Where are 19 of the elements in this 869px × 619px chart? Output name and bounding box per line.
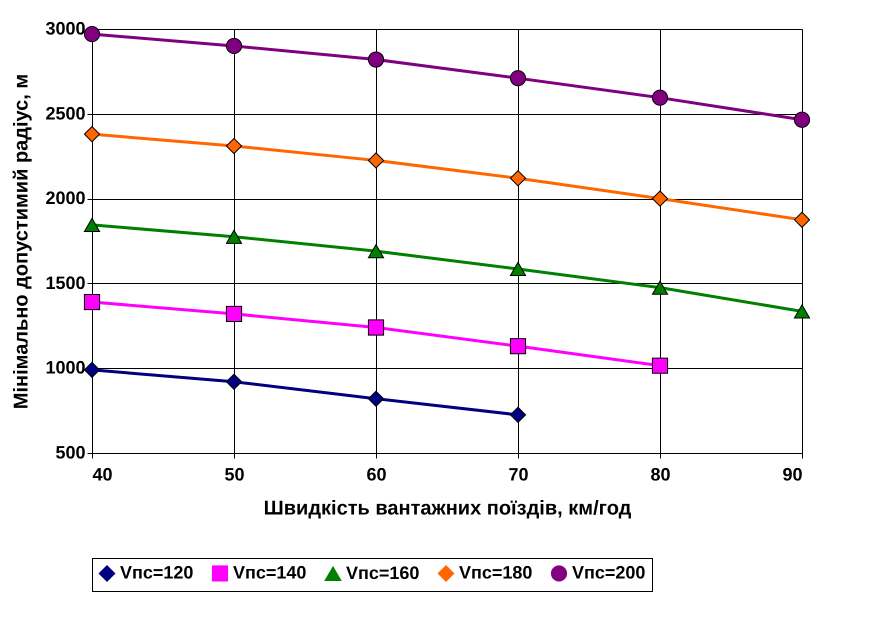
y-tick-label: 2500 [45, 103, 86, 124]
y-axis-title: Мінімально допустимий радіус, м [10, 74, 32, 410]
x-tick-label: 80 [650, 464, 671, 484]
x-tick-label: 70 [508, 464, 529, 484]
y-tick-label: 2000 [45, 188, 86, 208]
x-tick-label: 90 [782, 464, 802, 484]
y-tick-label: 1000 [45, 358, 86, 378]
x-axis-title: Швидкість вантажних поїздів, км/год [264, 498, 632, 520]
y-tick-label: 500 [55, 442, 86, 462]
legend-label: Vпс=140 [233, 562, 306, 582]
legend-label: Vпс=160 [346, 562, 420, 583]
legend-label: Vпс=180 [459, 562, 532, 582]
legend-label: Vпс=200 [572, 562, 646, 582]
x-tick-label: 60 [366, 464, 387, 484]
x-tick-label: 50 [224, 464, 245, 484]
x-tick-label: 40 [92, 464, 113, 484]
y-tick-label: 1500 [45, 272, 86, 293]
y-tick-label: 3000 [45, 18, 86, 38]
legend-label: Vпс=120 [120, 562, 194, 582]
